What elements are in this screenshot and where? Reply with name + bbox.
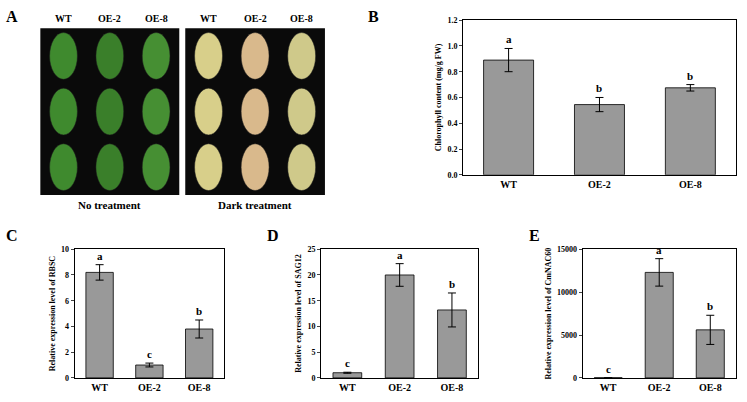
svg-text:OE-8: OE-8 <box>145 13 168 24</box>
svg-text:WT: WT <box>200 13 217 24</box>
svg-text:OE-8: OE-8 <box>441 382 464 393</box>
svg-text:Relative expression level of R: Relative expression level of RBSC <box>48 256 57 372</box>
svg-text:b: b <box>596 82 602 94</box>
svg-text:c: c <box>606 363 611 375</box>
svg-text:10: 10 <box>308 322 316 331</box>
svg-text:0: 0 <box>573 374 577 383</box>
svg-text:10000: 10000 <box>557 288 577 297</box>
svg-text:0.6: 0.6 <box>448 93 458 102</box>
svg-text:10: 10 <box>61 245 69 254</box>
svg-text:1.2: 1.2 <box>448 16 458 25</box>
svg-text:Relative expression level of S: Relative expression level of SAG12 <box>294 254 303 373</box>
svg-text:20: 20 <box>308 271 316 280</box>
svg-text:WT: WT <box>600 382 617 393</box>
svg-text:WT: WT <box>55 13 72 24</box>
svg-text:B: B <box>368 8 379 25</box>
svg-text:A: A <box>6 8 18 25</box>
svg-text:0: 0 <box>65 374 69 383</box>
svg-text:OE-2: OE-2 <box>648 382 671 393</box>
svg-text:5: 5 <box>312 348 316 357</box>
svg-text:15000: 15000 <box>557 245 577 254</box>
svg-text:2: 2 <box>65 348 69 357</box>
svg-text:4: 4 <box>65 322 69 331</box>
svg-text:OE-8: OE-8 <box>679 179 702 190</box>
svg-text:OE-8: OE-8 <box>699 382 722 393</box>
svg-text:OE-2: OE-2 <box>588 179 611 190</box>
svg-text:b: b <box>687 70 693 82</box>
svg-text:Relative expression level of C: Relative expression level of CmNAC60 <box>544 248 553 380</box>
svg-text:a: a <box>397 249 403 261</box>
svg-text:OE-2: OE-2 <box>138 382 161 393</box>
svg-text:Dark treatment: Dark treatment <box>218 199 292 211</box>
svg-text:OE-8: OE-8 <box>290 13 313 24</box>
svg-text:OE-2: OE-2 <box>388 382 411 393</box>
svg-text:0.8: 0.8 <box>448 67 458 76</box>
svg-text:WT: WT <box>91 382 108 393</box>
svg-text:WT: WT <box>500 179 517 190</box>
svg-text:b: b <box>449 278 455 290</box>
svg-text:6: 6 <box>65 297 69 306</box>
svg-text:b: b <box>196 305 202 317</box>
svg-text:E: E <box>529 227 540 244</box>
svg-text:No treatment: No treatment <box>78 199 141 211</box>
svg-text:5000: 5000 <box>561 331 577 340</box>
svg-text:25: 25 <box>308 245 316 254</box>
svg-text:0.0: 0.0 <box>448 171 458 180</box>
svg-text:Chlorophyll content (mg/g FW): Chlorophyll content (mg/g FW) <box>434 43 443 151</box>
svg-text:0.4: 0.4 <box>448 119 458 128</box>
svg-text:a: a <box>506 33 512 45</box>
svg-text:1.0: 1.0 <box>448 42 458 51</box>
svg-text:c: c <box>345 357 350 369</box>
svg-text:c: c <box>147 348 152 360</box>
svg-text:a: a <box>656 244 662 256</box>
svg-text:15: 15 <box>308 297 316 306</box>
svg-text:WT: WT <box>339 382 356 393</box>
svg-text:a: a <box>97 250 103 262</box>
svg-text:b: b <box>707 300 713 312</box>
svg-text:OE-8: OE-8 <box>188 382 211 393</box>
svg-text:0: 0 <box>312 374 316 383</box>
svg-text:0.2: 0.2 <box>448 145 458 154</box>
svg-text:8: 8 <box>65 271 69 280</box>
svg-text:C: C <box>6 227 18 244</box>
svg-text:OE-2: OE-2 <box>98 13 121 24</box>
svg-text:D: D <box>267 227 279 244</box>
svg-text:OE-2: OE-2 <box>244 13 267 24</box>
